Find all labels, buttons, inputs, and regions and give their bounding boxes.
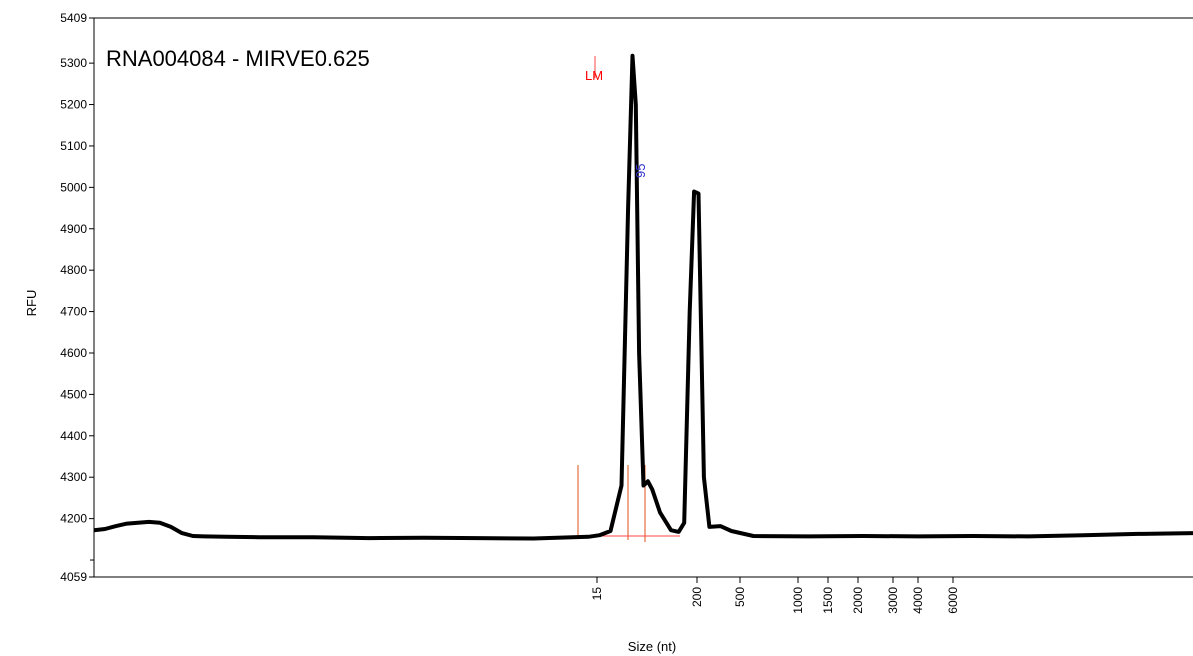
x-tick-label: 2000 bbox=[851, 587, 865, 614]
x-tick-label: 200 bbox=[690, 587, 704, 607]
y-tick-label: 4500 bbox=[60, 387, 87, 401]
x-tick-label: 500 bbox=[733, 587, 747, 607]
y-axis-title: RFU bbox=[24, 290, 39, 317]
y-tick-label: 4200 bbox=[60, 512, 87, 526]
x-axis-ticks: 15 200 500 1000 1500 2000 3000 4000 6000 bbox=[590, 577, 960, 614]
y-tick-label: 5409 bbox=[60, 11, 87, 25]
y-tick-label: 5000 bbox=[60, 180, 87, 194]
peak-label-lm: LM bbox=[585, 68, 603, 83]
x-axis-title: Size (nt) bbox=[628, 639, 676, 654]
x-tick-label: 6000 bbox=[946, 587, 960, 614]
x-tick-label: 1500 bbox=[821, 587, 835, 614]
chart-title: RNA004084 - MIRVE0.625 bbox=[106, 46, 370, 71]
peak-label-95: 95 bbox=[633, 164, 648, 178]
x-tick-label: 4000 bbox=[911, 587, 925, 614]
y-tick-label: 5200 bbox=[60, 98, 87, 112]
y-tick-label: 4700 bbox=[60, 305, 87, 319]
y-tick-label: 4800 bbox=[60, 263, 87, 277]
x-tick-label: 1000 bbox=[791, 587, 805, 614]
x-tick-label: 3000 bbox=[886, 587, 900, 614]
y-tick-label: 4300 bbox=[60, 470, 87, 484]
y-tick-label: 4600 bbox=[60, 346, 87, 360]
y-tick-label: 4059 bbox=[60, 570, 87, 584]
y-axis-ticks: 5409 5300 5200 5100 5000 4900 4800 4700 4600 4500… bbox=[60, 11, 94, 584]
y-tick-label: 5100 bbox=[60, 139, 87, 153]
x-tick-label: 15 bbox=[590, 587, 604, 601]
y-tick-label: 5300 bbox=[60, 56, 87, 70]
y-tick-label: 4400 bbox=[60, 429, 87, 443]
y-tick-label: 4900 bbox=[60, 222, 87, 236]
rfu-trace-line bbox=[93, 53, 1193, 541]
